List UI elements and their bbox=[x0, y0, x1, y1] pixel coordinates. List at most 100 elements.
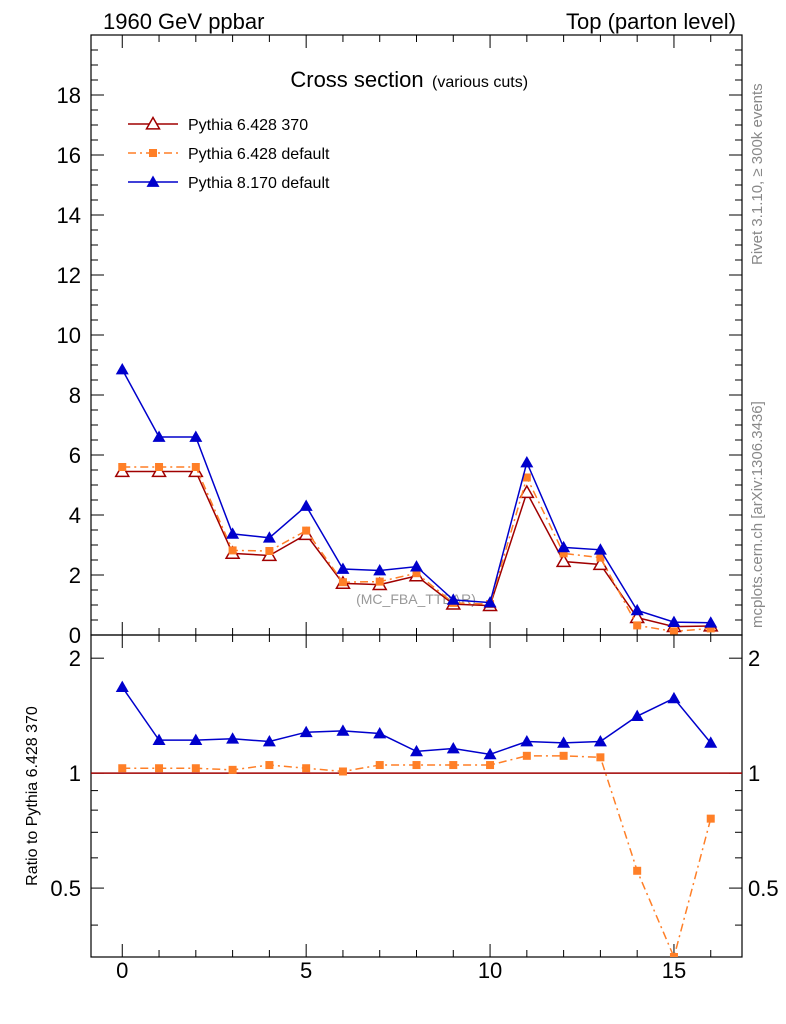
data-point bbox=[667, 615, 681, 627]
data-point bbox=[299, 499, 313, 511]
data-point bbox=[375, 577, 384, 586]
rivet-version-label: Rivet 3.1.10, ≥ 300k events bbox=[749, 83, 766, 265]
ratio-point bbox=[630, 709, 644, 722]
legend-marker-0 bbox=[145, 115, 161, 130]
ratio-point bbox=[522, 751, 531, 760]
data-point bbox=[228, 546, 237, 555]
data-point bbox=[152, 430, 166, 442]
data-point bbox=[557, 540, 571, 553]
plot-frame bbox=[90, 634, 743, 958]
ratio-point bbox=[633, 866, 642, 875]
ratio-point bbox=[302, 764, 311, 773]
mcplots-reference-label: mcplots.cern.ch [arXiv:1306.3436] bbox=[749, 401, 766, 628]
ratio-point bbox=[669, 953, 678, 957]
y-tick-label: 2 bbox=[69, 563, 81, 588]
ratio-point bbox=[449, 761, 458, 770]
ratio-point bbox=[483, 747, 497, 760]
y-tick-label: 1 bbox=[69, 761, 81, 786]
legend-marker-1 bbox=[149, 149, 157, 157]
chart-subtitle: (various cuts) bbox=[432, 74, 528, 91]
series-line-2 bbox=[121, 369, 711, 624]
ratio-point bbox=[336, 724, 350, 736]
data-point bbox=[596, 553, 605, 562]
data-point bbox=[226, 527, 240, 539]
ratio-point bbox=[667, 691, 681, 704]
data-point bbox=[336, 562, 350, 574]
y-tick-label-right: 1 bbox=[748, 761, 760, 786]
analysis-name-label: (MC_FBA_TTBAR) bbox=[356, 591, 476, 607]
ratio-point bbox=[706, 814, 715, 823]
ratio-series-group bbox=[115, 680, 718, 957]
data-point bbox=[593, 543, 607, 555]
data-point bbox=[155, 463, 164, 471]
data-point bbox=[410, 560, 423, 572]
data-point bbox=[630, 603, 644, 616]
x-tick-label: 10 bbox=[478, 958, 502, 983]
chart-title: Cross section bbox=[290, 67, 423, 92]
data-point bbox=[559, 549, 568, 558]
data-point bbox=[373, 564, 387, 576]
ratio-point bbox=[557, 736, 571, 748]
data-point bbox=[189, 430, 203, 442]
ratio-point bbox=[118, 764, 127, 773]
data-point bbox=[191, 463, 200, 471]
data-point bbox=[522, 473, 531, 482]
data-point bbox=[265, 547, 274, 555]
ratio-point bbox=[265, 761, 274, 770]
data-point bbox=[669, 627, 678, 635]
y-tick-label: 6 bbox=[69, 443, 81, 468]
data-point bbox=[262, 531, 276, 543]
data-point bbox=[412, 569, 421, 578]
ratio-point bbox=[704, 736, 718, 748]
ratio-point bbox=[299, 725, 313, 738]
ratio-point bbox=[226, 732, 240, 744]
ratio-point bbox=[486, 761, 495, 770]
data-point bbox=[446, 593, 460, 605]
legend-label-2: Pythia 8.170 default bbox=[188, 175, 330, 192]
ratio-point bbox=[189, 733, 203, 746]
y-tick-label-right: 0.5 bbox=[748, 876, 779, 901]
ratio-point bbox=[593, 735, 607, 747]
ratio-axis-label: Ratio to Pythia 6.428 370 bbox=[24, 706, 41, 886]
ratio-point bbox=[373, 726, 387, 739]
y-tick-label: 8 bbox=[69, 383, 81, 408]
ratio-point bbox=[228, 765, 237, 774]
ratio-point bbox=[410, 744, 423, 757]
main-series-group bbox=[114, 363, 719, 635]
ratio-point bbox=[520, 735, 534, 747]
legend-label-0: Pythia 6.428 370 bbox=[188, 117, 308, 134]
ratio-point bbox=[152, 733, 166, 746]
ratio-point bbox=[155, 764, 164, 773]
y-tick-label: 10 bbox=[57, 323, 81, 348]
x-tick-label: 5 bbox=[300, 958, 312, 983]
data-point bbox=[633, 621, 642, 630]
header-right-label: Top (parton level) bbox=[566, 9, 736, 34]
data-point bbox=[115, 363, 129, 375]
data-point bbox=[302, 526, 311, 535]
y-tick-label: 2 bbox=[69, 646, 81, 671]
data-point bbox=[555, 553, 572, 568]
data-point bbox=[706, 624, 715, 633]
y-tick-label: 16 bbox=[57, 143, 81, 168]
ratio-point bbox=[191, 764, 200, 773]
ratio-point bbox=[338, 767, 347, 776]
x-tick-label: 0 bbox=[116, 958, 128, 983]
ratio-point bbox=[115, 680, 129, 692]
y-tick-label: 12 bbox=[57, 263, 81, 288]
ratio-panel: 0.5 0.5 1 1 2 2 0 5 10 15 Ratio to Pythia 6.428 37… bbox=[24, 634, 779, 983]
y-tick-label: 0.5 bbox=[50, 876, 81, 901]
data-point bbox=[338, 578, 347, 587]
ratio-line-0 bbox=[122, 755, 712, 957]
data-point bbox=[483, 596, 497, 608]
header-left-label: 1960 GeV ppbar bbox=[103, 9, 264, 34]
legend-marker-2 bbox=[146, 175, 160, 187]
y-tick-label: 14 bbox=[57, 203, 81, 228]
ratio-point bbox=[559, 751, 568, 760]
ratio-point bbox=[446, 742, 460, 754]
y-tick-label: 0 bbox=[69, 623, 81, 648]
ratio-point bbox=[262, 735, 276, 747]
ratio-line-1 bbox=[121, 686, 712, 756]
x-tick-label: 15 bbox=[662, 958, 686, 983]
data-point bbox=[520, 456, 534, 468]
